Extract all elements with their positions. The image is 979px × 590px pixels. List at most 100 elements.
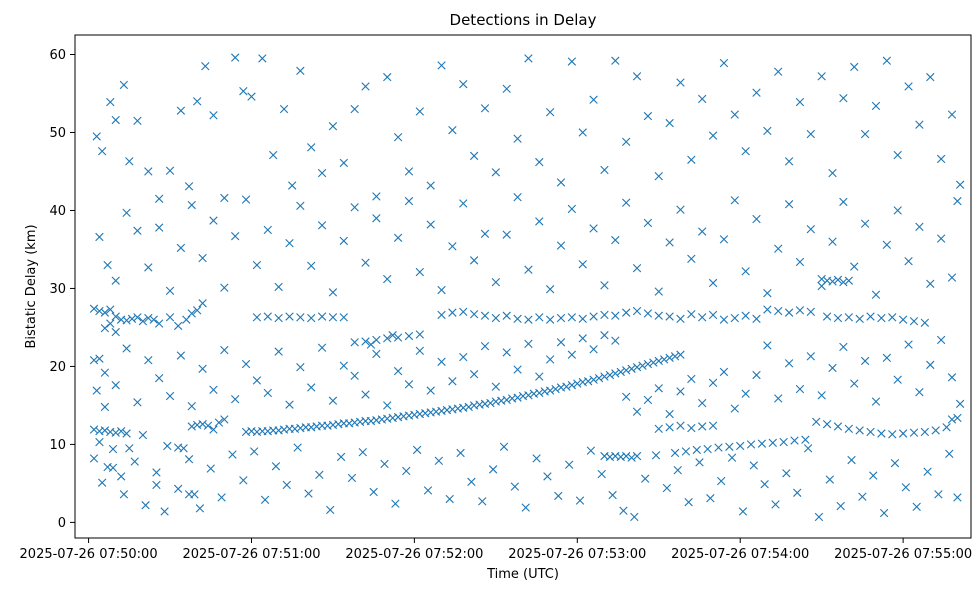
data-point bbox=[127, 314, 137, 324]
data-point bbox=[665, 118, 674, 128]
data-point bbox=[567, 380, 577, 390]
data-point bbox=[491, 313, 501, 323]
data-point bbox=[217, 493, 226, 502]
data-point bbox=[445, 494, 454, 504]
data-point bbox=[600, 372, 609, 381]
data-point bbox=[567, 204, 577, 214]
data-point bbox=[611, 56, 620, 65]
data-point bbox=[866, 427, 875, 437]
data-point bbox=[673, 465, 682, 475]
data-point bbox=[920, 427, 930, 437]
data-point bbox=[317, 312, 327, 321]
data-point bbox=[953, 493, 962, 502]
data-point bbox=[372, 214, 381, 223]
data-point bbox=[437, 61, 446, 70]
data-point bbox=[814, 512, 824, 522]
data-point bbox=[784, 157, 794, 166]
data-point bbox=[627, 364, 636, 373]
data-point bbox=[833, 275, 843, 285]
data-point bbox=[187, 309, 196, 318]
data-point bbox=[437, 357, 446, 366]
data-point bbox=[562, 382, 571, 391]
data-point bbox=[730, 196, 739, 205]
data-point bbox=[600, 310, 609, 320]
data-point bbox=[621, 308, 631, 317]
data-point bbox=[784, 359, 794, 368]
data-point bbox=[361, 390, 370, 399]
data-point bbox=[942, 423, 951, 432]
y-axis-title: Bistatic Delay (km) bbox=[24, 224, 39, 348]
data-point bbox=[774, 244, 783, 253]
data-point bbox=[524, 391, 533, 400]
data-point bbox=[945, 449, 954, 458]
data-point bbox=[850, 379, 859, 388]
data-point bbox=[111, 276, 120, 285]
data-point bbox=[111, 312, 120, 321]
data-point bbox=[535, 372, 544, 381]
data-point bbox=[662, 483, 672, 493]
data-point bbox=[763, 126, 772, 136]
data-point bbox=[904, 256, 913, 266]
data-point bbox=[687, 374, 696, 384]
data-point bbox=[556, 241, 566, 250]
data-point bbox=[231, 232, 240, 241]
data-point bbox=[752, 314, 761, 324]
data-point bbox=[659, 355, 669, 364]
data-point bbox=[144, 313, 153, 323]
data-point bbox=[790, 436, 799, 445]
data-point bbox=[676, 314, 685, 324]
data-point bbox=[144, 167, 153, 176]
data-point bbox=[822, 419, 832, 429]
data-point bbox=[839, 93, 848, 103]
data-point bbox=[106, 319, 115, 328]
data-point bbox=[844, 276, 854, 285]
data-point bbox=[231, 394, 240, 404]
data-point bbox=[241, 359, 251, 369]
data-point bbox=[95, 354, 104, 363]
data-point bbox=[640, 474, 650, 483]
data-point bbox=[111, 327, 120, 337]
data-point bbox=[687, 423, 696, 433]
data-point bbox=[676, 350, 685, 359]
data-point bbox=[847, 455, 856, 465]
data-point bbox=[836, 501, 845, 511]
data-point bbox=[589, 345, 598, 354]
data-point bbox=[97, 478, 107, 487]
y-tick-label: 10 bbox=[49, 438, 66, 453]
data-point bbox=[415, 346, 425, 356]
data-point bbox=[953, 196, 962, 206]
data-point bbox=[632, 263, 642, 273]
data-point bbox=[774, 306, 783, 316]
data-point bbox=[369, 487, 378, 497]
data-point bbox=[209, 216, 218, 225]
data-point bbox=[714, 443, 723, 452]
data-markers bbox=[89, 53, 965, 522]
data-point bbox=[947, 110, 957, 119]
data-point bbox=[393, 366, 403, 376]
data-point bbox=[611, 311, 620, 320]
data-point bbox=[687, 254, 696, 264]
data-point bbox=[469, 309, 479, 319]
data-point bbox=[904, 82, 913, 91]
data-point bbox=[578, 260, 587, 269]
data-point bbox=[578, 334, 587, 343]
data-point bbox=[285, 400, 294, 409]
data-point bbox=[621, 137, 631, 147]
data-point bbox=[315, 470, 324, 480]
data-point bbox=[676, 78, 685, 87]
data-point bbox=[513, 393, 522, 402]
data-point bbox=[252, 376, 262, 385]
data-point bbox=[630, 512, 639, 522]
data-point bbox=[469, 151, 479, 161]
data-point bbox=[412, 445, 422, 455]
data-point bbox=[893, 375, 902, 384]
data-point bbox=[138, 430, 148, 440]
data-point bbox=[632, 363, 642, 372]
data-point bbox=[269, 150, 278, 160]
data-point bbox=[692, 445, 701, 455]
data-point bbox=[467, 477, 476, 487]
data-point bbox=[122, 208, 131, 217]
x-tick-label: 2025-07-26 07:52:00 bbox=[345, 547, 483, 562]
data-point bbox=[567, 350, 577, 359]
data-point bbox=[556, 313, 566, 323]
